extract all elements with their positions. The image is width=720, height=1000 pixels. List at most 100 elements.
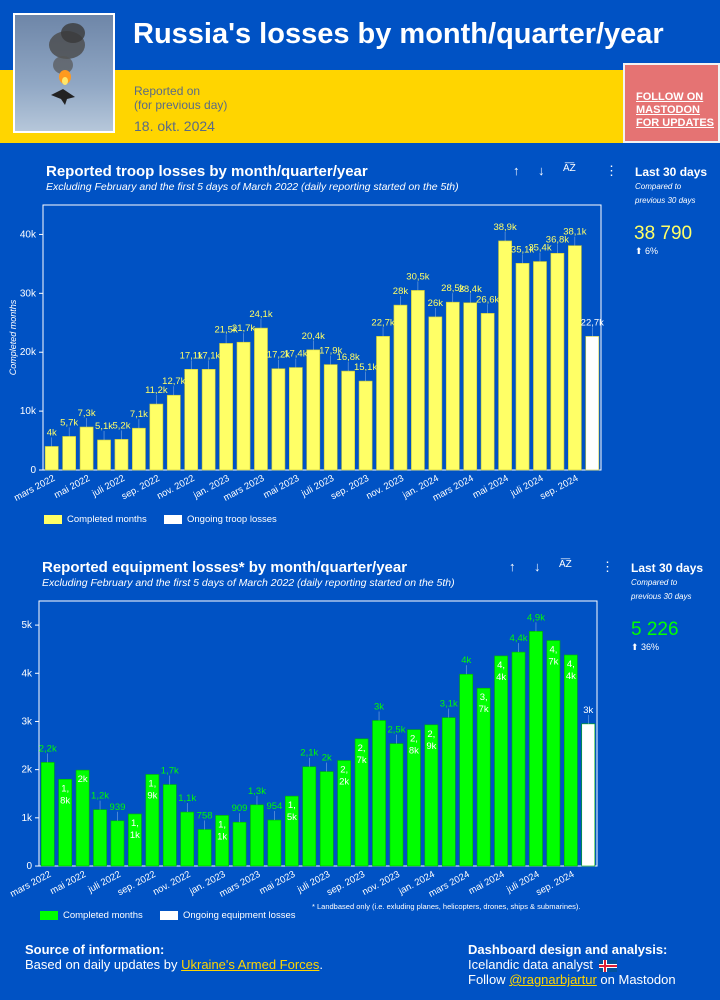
troop-xtick-label: juli 2024 xyxy=(508,473,545,500)
troop-xtick-label: jan. 2023 xyxy=(191,473,232,502)
equipment-bar xyxy=(75,769,90,867)
troop-data-label: 21,5k xyxy=(214,324,237,335)
equipment-data-label: 3k xyxy=(374,701,384,712)
equipment-xtick-label: mai 2022 xyxy=(48,869,88,897)
troop-data-label: 22,7k xyxy=(371,317,394,328)
troop-bar xyxy=(132,427,146,471)
troop-xtick-label: sep. 2022 xyxy=(120,473,162,502)
equipment-ytick-label: 1k xyxy=(21,813,33,824)
source-line: Based on daily updates by Ukraine's Arme… xyxy=(25,957,323,972)
troop-data-label: 21,7k xyxy=(232,323,255,334)
troop-data-label: 5,7k xyxy=(60,417,78,428)
troop-xtick-label: nov. 2023 xyxy=(364,473,405,502)
equipment-sort-alpha-icon[interactable]: A͞Z xyxy=(559,559,572,570)
equipment-plot-frame xyxy=(38,600,598,867)
equipment-data-label: 2k xyxy=(78,774,88,785)
equipment-bar xyxy=(58,778,72,867)
equipment-xtick-label: juli 2023 xyxy=(295,869,332,896)
equipment-ytick-label: 3k xyxy=(21,716,33,727)
report-date: 18. okt. 2024 xyxy=(134,118,215,134)
equipment-data-label: 1,7k xyxy=(161,766,179,777)
troop-legend-swatch-completed xyxy=(44,514,62,524)
equipment-data-label: 4, xyxy=(567,659,575,670)
sort-descending-icon[interactable]: ↓ xyxy=(538,163,545,178)
equipment-data-label: 3k xyxy=(583,705,593,716)
equipment-bar xyxy=(145,774,160,867)
equipment-data-label: 3,1k xyxy=(440,699,458,710)
equipment-xtick-label: nov. 2023 xyxy=(360,869,401,898)
equipment-xtick-label: mai 2023 xyxy=(258,869,298,897)
mastodon-handle-link[interactable]: @ragnarbjartur xyxy=(509,972,597,987)
equipment-legend-completed: Completed months xyxy=(40,910,143,921)
equipment-bar xyxy=(511,651,526,867)
troop-side-value: 38 790 xyxy=(634,223,693,244)
troop-data-label: 35,4k xyxy=(528,243,551,254)
troop-bar xyxy=(79,426,94,471)
equipment-data-label: 1k xyxy=(217,831,227,842)
troop-data-label: 5,2k xyxy=(112,420,130,431)
equipment-data-label: 8k xyxy=(409,746,419,757)
equipment-data-label: 4, xyxy=(549,645,557,656)
troop-data-label: 30,5k xyxy=(406,271,429,282)
equipment-xtick-label: jan. 2023 xyxy=(187,869,228,898)
more-options-icon[interactable]: ⋮ xyxy=(605,163,618,178)
troop-data-label: 38,1k xyxy=(563,227,586,238)
troop-data-label: 12,7k xyxy=(162,376,185,387)
troop-data-label: 36,8k xyxy=(546,234,569,245)
equipment-bar xyxy=(564,654,578,867)
troop-legend-completed: Completed months xyxy=(44,514,147,525)
equipment-more-options-icon[interactable]: ⋮ xyxy=(601,559,614,574)
source-link[interactable]: Ukraine's Armed Forces xyxy=(181,957,320,972)
equipment-side-title: Last 30 days xyxy=(631,561,704,575)
equipment-data-label: 4k xyxy=(566,671,576,682)
troop-bar xyxy=(463,302,478,471)
equipment-bar xyxy=(162,784,177,867)
follow-mastodon-button[interactable]: FOLLOW ON MASTODON FOR UPDATES xyxy=(623,63,720,143)
troop-bar xyxy=(428,316,443,471)
troop-bar xyxy=(201,368,216,471)
equipment-data-label: 1, xyxy=(218,819,226,830)
equipment-sort-ascending-icon[interactable]: ↑ xyxy=(509,559,516,574)
equipment-data-label: 1, xyxy=(148,778,156,789)
troop-data-label: 35,1k xyxy=(511,244,534,255)
equipment-side-value: 5 226 xyxy=(631,619,679,640)
equipment-data-label: 1, xyxy=(61,783,69,794)
equipment-bar xyxy=(494,655,508,867)
equipment-legend-ongoing: Ongoing equipment losses xyxy=(160,910,296,921)
troop-data-label: 15,1k xyxy=(354,362,377,373)
equipment-data-label: 939 xyxy=(110,802,126,813)
equipment-footnote: * Landbased only (i.e. exluding planes, … xyxy=(312,902,581,911)
equipment-bar xyxy=(319,771,334,867)
equipment-data-label: 1,3k xyxy=(248,786,266,797)
equipment-legend-swatch-ongoing xyxy=(160,910,178,920)
equipment-bar xyxy=(407,729,421,867)
equipment-bar xyxy=(180,811,195,867)
sort-ascending-icon[interactable]: ↑ xyxy=(513,163,520,178)
equipment-xtick-label: mai 2024 xyxy=(467,869,507,897)
equipment-bar xyxy=(354,738,369,867)
equipment-data-label: 2k xyxy=(322,753,332,764)
troop-xtick-label: mai 2023 xyxy=(262,473,302,501)
follow-link[interactable]: FOLLOW ON MASTODON FOR UPDATES xyxy=(636,91,714,130)
equipment-bar xyxy=(197,829,212,867)
equipment-data-label: 9k xyxy=(426,741,436,752)
follow-line2: MASTODON xyxy=(636,104,700,116)
troop-side-sub2: previous 30 days xyxy=(635,196,696,205)
troop-xtick-label: mars 2024 xyxy=(431,473,476,504)
troop-legend-ongoing: Ongoing troop losses xyxy=(164,514,277,525)
equipment-xtick-label: mars 2023 xyxy=(218,869,263,900)
equipment-xtick-label: sep. 2024 xyxy=(534,869,576,898)
equipment-data-label: 4,4k xyxy=(510,633,528,644)
troop-bar xyxy=(184,368,199,471)
design-line: Icelandic data analyst xyxy=(468,957,618,972)
troop-xtick-label: juli 2023 xyxy=(299,473,336,500)
equipment-data-label: 1,1k xyxy=(178,793,196,804)
troop-xtick-label: juli 2022 xyxy=(90,473,127,500)
troop-xtick-label: sep. 2023 xyxy=(329,473,371,502)
troop-data-label: 28,4k xyxy=(459,284,482,295)
equipment-sort-descending-icon[interactable]: ↓ xyxy=(534,559,541,574)
equipment-data-label: 2,1k xyxy=(300,748,318,759)
troop-data-label: 17,1k xyxy=(197,350,220,361)
equipment-data-label: 5k xyxy=(287,812,297,823)
sort-alpha-icon[interactable]: A͞Z xyxy=(563,163,576,174)
